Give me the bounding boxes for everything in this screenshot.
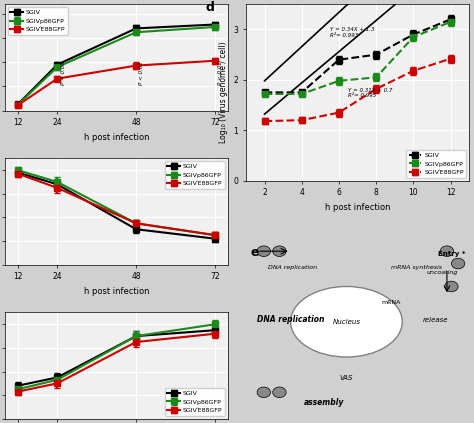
Circle shape xyxy=(440,246,454,256)
Circle shape xyxy=(273,387,286,398)
Circle shape xyxy=(273,246,286,256)
Text: Entry *: Entry * xyxy=(438,252,465,258)
Legend: SGIV, SGIVp86GFP, SGIVΈ88GFP: SGIV, SGIVp86GFP, SGIVΈ88GFP xyxy=(165,388,225,416)
Circle shape xyxy=(257,246,271,256)
Circle shape xyxy=(445,281,458,292)
Legend: SGIV, SGIVp86GFP, SGIVΈ88GFP: SGIV, SGIVp86GFP, SGIVΈ88GFP xyxy=(406,150,466,178)
Text: VAS: VAS xyxy=(340,375,353,381)
X-axis label: h post infection: h post infection xyxy=(325,203,391,212)
Text: Y = 0.31X + 0.7
R²= 0.995: Y = 0.31X + 0.7 R²= 0.995 xyxy=(348,88,392,99)
Text: release: release xyxy=(423,317,448,323)
Text: e: e xyxy=(250,246,259,259)
Text: d: d xyxy=(206,1,215,14)
Text: P < 0.01: P < 0.01 xyxy=(218,61,223,85)
Text: mRNA: mRNA xyxy=(382,300,401,305)
X-axis label: h post infection: h post infection xyxy=(83,287,149,296)
Circle shape xyxy=(451,258,465,269)
Text: DNA replication: DNA replication xyxy=(257,315,325,324)
Ellipse shape xyxy=(291,286,402,357)
Text: DNA replication: DNA replication xyxy=(268,265,318,270)
Legend: SGIV, SGIVp86GFP, SGIVΈ88GFP: SGIV, SGIVp86GFP, SGIVΈ88GFP xyxy=(165,162,225,189)
Text: P < 0.01: P < 0.01 xyxy=(139,61,145,85)
Legend: SGIV, SGIVp86GFP, SGIVΈ88GFP: SGIV, SGIVp86GFP, SGIVΈ88GFP xyxy=(8,7,68,35)
Circle shape xyxy=(257,387,271,398)
Y-axis label: Log₁₀ (Virus genome / cell): Log₁₀ (Virus genome / cell) xyxy=(219,41,228,143)
X-axis label: h post infection: h post infection xyxy=(83,133,149,142)
Text: uncoating: uncoating xyxy=(427,270,458,275)
Text: mRNA synthesis: mRNA synthesis xyxy=(391,265,442,270)
Text: assembly: assembly xyxy=(304,398,344,407)
Text: P = 0.08: P = 0.08 xyxy=(61,61,65,85)
Text: Nucleus: Nucleus xyxy=(332,319,360,325)
Text: Y = 0.34X + 1.3
R²= 0.993: Y = 0.34X + 1.3 R²= 0.993 xyxy=(330,27,374,38)
